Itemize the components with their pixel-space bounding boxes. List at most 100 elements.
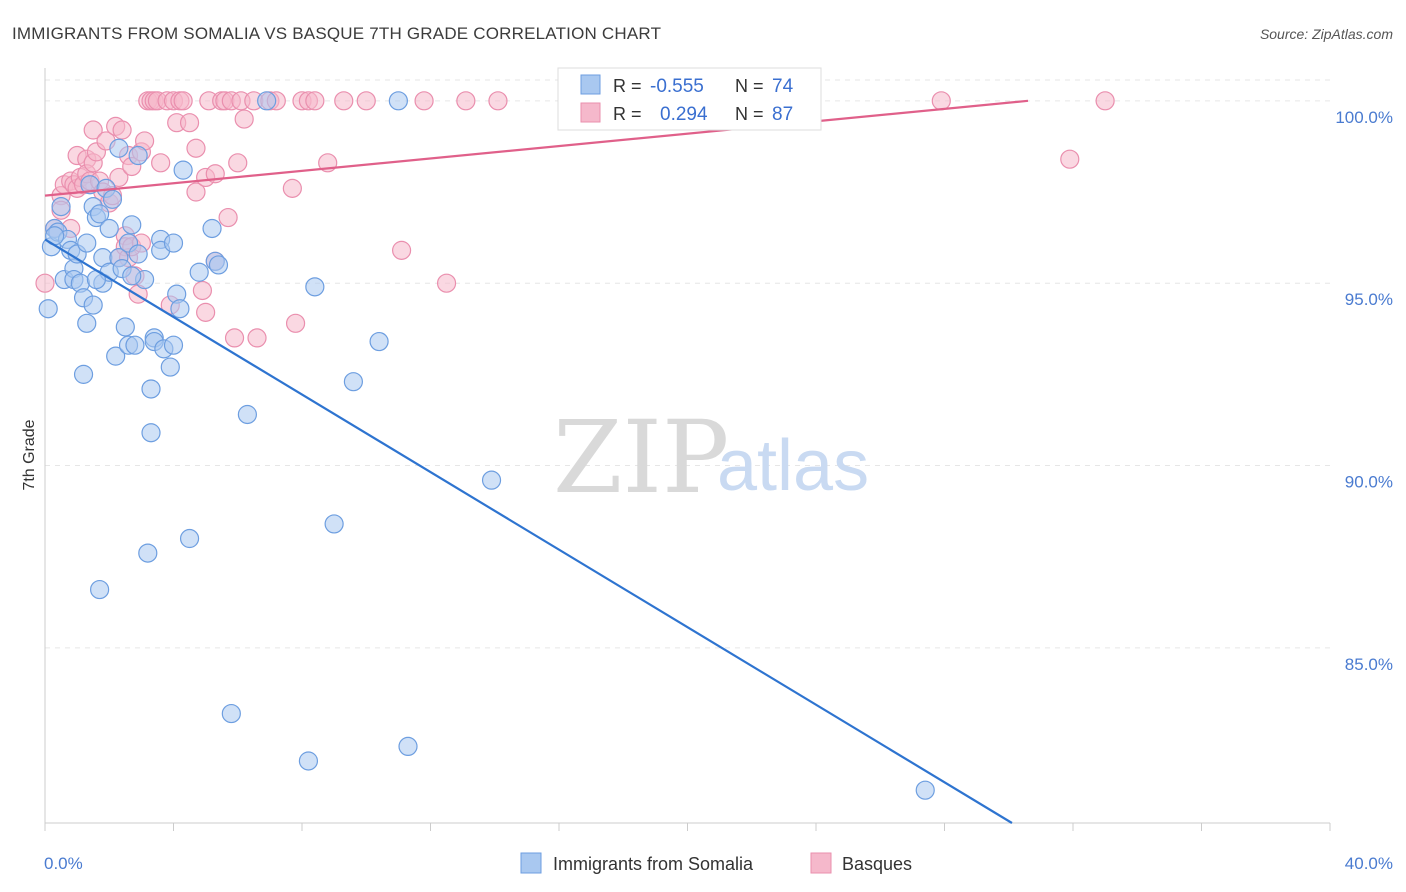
chart-source: Source: ZipAtlas.com [1260,26,1393,42]
basques-point [179,113,200,133]
stats-r-label-basques: R = [613,104,642,124]
basques-point [414,91,434,111]
stats-box: R = -0.555 N = 74 R = 0.294 N = 87 [557,67,822,131]
somalia-point [102,189,123,209]
somalia-point [369,331,389,352]
basques-point [247,328,267,348]
somalia-point [298,751,319,771]
somalia-point [398,736,418,757]
somalia-point [388,91,408,111]
y-axis-label: 7th Grade [21,419,38,490]
somalia-point [141,423,161,443]
y-tick-labels: 100.0% 95.0% 90.0% 85.0% [1335,108,1393,674]
stats-swatch-basques [580,102,601,123]
basques-point [488,91,508,111]
trend-lines [44,99,1029,824]
somalia-point [90,204,110,224]
legend-swatch-basques [810,852,832,874]
y-tick-label: 95.0% [1345,290,1393,309]
trend-line-somalia [44,238,1013,824]
somalia-point [122,215,142,235]
basques-point [35,273,55,293]
y-tick-label: 85.0% [1345,655,1393,674]
legend-label-basques: Basques [842,854,912,874]
stats-r-value-somalia: -0.555 [650,76,704,97]
somalia-point [90,579,110,600]
y-tick-label: 100.0% [1335,108,1393,127]
somalia-point [128,244,148,264]
basques-point [456,91,476,111]
x-ticks [44,823,1331,831]
somalia-point [109,138,129,158]
basques-point [112,120,132,140]
watermark-zip: ZIP [553,399,729,516]
somalia-point [141,379,161,399]
basques-point [186,138,206,158]
somalia-point [189,262,209,282]
somalia-point [106,346,126,366]
x-tick-label-max: 40.0% [1345,854,1393,873]
somalia-point [173,160,193,180]
basques-point [173,91,193,111]
stats-n-value-somalia: 74 [772,76,794,97]
legend-label-somalia: Immigrants from Somalia [553,854,754,874]
somalia-point [257,91,277,111]
basques-point [356,91,376,111]
basques-point [334,91,354,111]
somalia-point [170,299,190,319]
somalia-point [163,335,184,355]
somalia-point [38,299,58,319]
basques-point [228,153,248,173]
somalia-point [83,295,103,315]
somalia-point [51,196,71,217]
somalia-point [99,218,119,239]
basques-point [931,91,951,111]
somalia-point [208,255,229,275]
legend-swatch-somalia [520,852,542,874]
basques-point [192,280,213,301]
somalia-point [160,357,180,377]
somalia-point [138,543,158,563]
somalia-point [122,266,142,286]
trend-line-basques [44,99,1029,197]
somalia-point [202,218,222,239]
somalia-point [128,145,148,166]
watermark: ZIP atlas [553,399,869,516]
basques-point [218,207,238,228]
basques-point [1060,149,1080,169]
stats-swatch-somalia [580,74,601,95]
basques-point [83,120,103,140]
x-tick-label-min: 0.0% [44,854,83,873]
stats-n-label-somalia: N = [735,76,764,96]
basques-point [391,240,412,260]
somalia-point [179,528,200,549]
somalia-point [115,317,135,337]
series-somalia [38,91,935,800]
watermark-atlas: atlas [717,426,869,506]
stats-n-value-basques: 87 [772,104,793,125]
stats-box-frame [557,67,822,131]
somalia-point [73,364,94,384]
basques-point [1095,91,1115,111]
somalia-point [77,233,97,253]
stats-n-label-basques: N = [735,104,764,124]
basques-point [186,182,206,202]
basques-point [285,313,306,333]
somalia-point [221,703,241,724]
legend: Immigrants from Somalia Basques [520,852,912,874]
somalia-point [343,372,363,392]
somalia-point [481,470,502,490]
basques-point [151,153,171,173]
somalia-point [324,514,344,534]
somalia-point [237,404,257,425]
basques-point [196,302,216,322]
chart-title: IMMIGRANTS FROM SOMALIA VS BASQUE 7TH GR… [12,24,661,43]
stats-r-value-basques: 0.294 [660,104,708,125]
basques-point [109,167,129,188]
basques-point [436,273,457,293]
somalia-point [915,780,935,800]
somalia-point [125,335,145,355]
basques-point [305,91,325,111]
somalia-point [77,313,97,333]
